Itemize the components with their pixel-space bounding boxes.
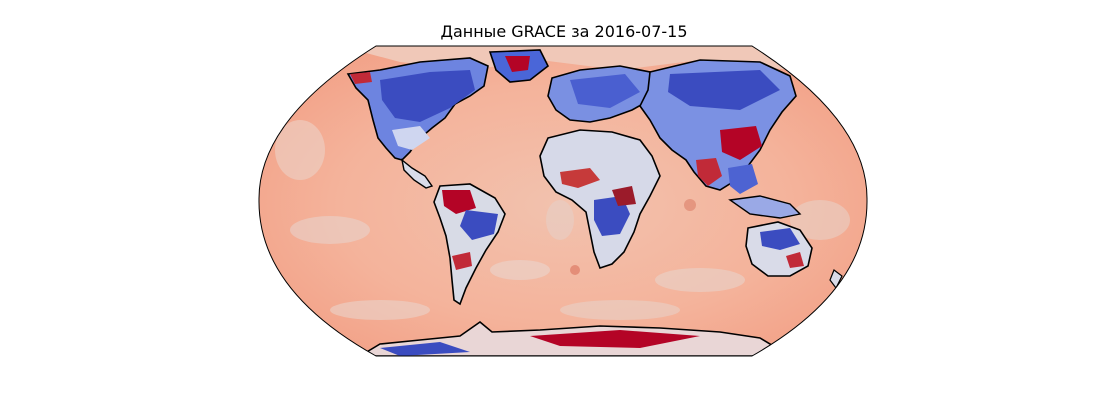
india-red <box>696 158 722 186</box>
east-africa-red <box>612 186 636 206</box>
china-red <box>720 126 762 160</box>
alaska-red <box>350 72 372 84</box>
north-america-blue <box>380 70 475 122</box>
siberia-blue <box>668 70 780 110</box>
greenland-anomaly <box>505 56 530 72</box>
europe-blue <box>570 74 640 108</box>
central-america <box>400 158 434 189</box>
amazon-red <box>442 190 476 214</box>
sahel-red <box>560 168 600 188</box>
central-africa-blue <box>594 196 630 236</box>
north-america-light <box>392 126 430 150</box>
southeast-asia-blue <box>728 164 758 194</box>
africa <box>539 129 661 270</box>
antarctica-red <box>530 330 700 348</box>
south-america-blue <box>460 210 498 240</box>
ocean-anomaly-patches <box>275 120 850 320</box>
south-america-red-south <box>452 252 472 270</box>
antarctica-blue <box>380 342 470 356</box>
australia-blue <box>760 228 800 250</box>
maritime-southeast-asia <box>728 195 802 219</box>
australia-red <box>786 252 804 268</box>
figure-title: Данные GRACE за 2016-07-15 <box>440 22 688 41</box>
map-boundary <box>258 45 868 357</box>
